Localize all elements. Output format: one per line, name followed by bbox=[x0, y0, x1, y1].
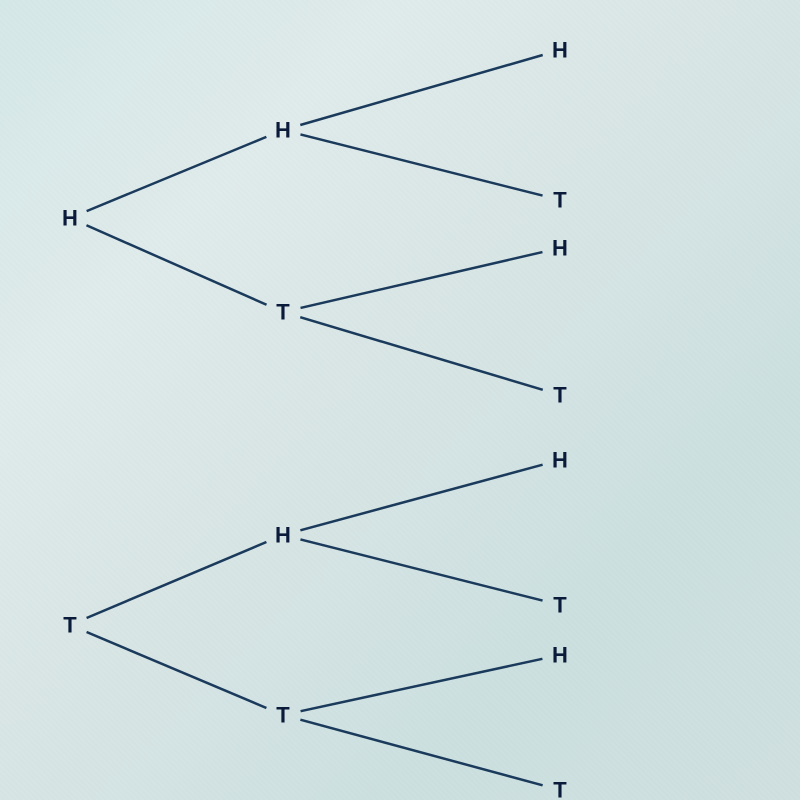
tree-node-label: T bbox=[553, 383, 567, 408]
tree-node-label: T bbox=[276, 300, 290, 325]
tree-node-label: T bbox=[276, 703, 290, 728]
tree-edge bbox=[87, 632, 267, 708]
tree-edge bbox=[300, 465, 542, 531]
tree-edge bbox=[301, 252, 543, 308]
tree-node-label: H bbox=[552, 236, 568, 261]
tree-node-label: H bbox=[62, 206, 78, 231]
tree-node-label: H bbox=[275, 118, 291, 143]
tree-node-label: H bbox=[552, 643, 568, 668]
tree-edge bbox=[300, 55, 542, 125]
tree-edge bbox=[87, 137, 267, 211]
tree-edge bbox=[301, 659, 543, 711]
tree-edge bbox=[86, 225, 266, 304]
tree-node-label: T bbox=[553, 778, 567, 800]
tree-node-label: H bbox=[552, 448, 568, 473]
tree-node-label: H bbox=[275, 523, 291, 548]
tree-edge bbox=[300, 539, 542, 600]
tree-node-label: T bbox=[553, 593, 567, 618]
tree-edge bbox=[300, 720, 542, 786]
tree-node-label: T bbox=[63, 613, 77, 638]
tree-node-label: H bbox=[552, 38, 568, 63]
tree-edge bbox=[300, 134, 542, 195]
tree-edge bbox=[300, 317, 543, 390]
tree-node-label: T bbox=[553, 188, 567, 213]
probability-tree-diagram: HHTHTHTTHTHTHT bbox=[0, 0, 800, 800]
tree-edge bbox=[87, 542, 267, 618]
